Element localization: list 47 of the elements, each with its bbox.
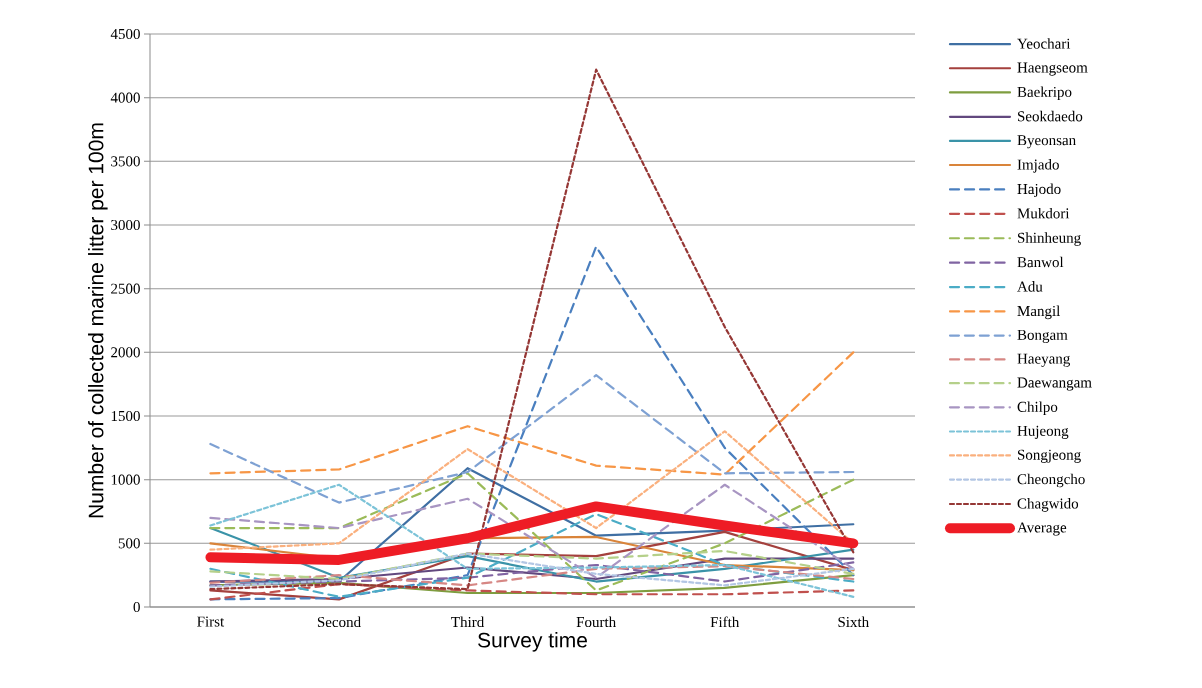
y-tick-label: 2000 xyxy=(111,347,140,358)
y-tick-label: 2500 xyxy=(111,283,140,294)
x-tick-label: Second xyxy=(317,616,361,628)
line-series xyxy=(209,351,855,476)
legend-label: Mukdori xyxy=(1017,207,1070,219)
line-series xyxy=(209,68,855,591)
x-axis-title: Survey time xyxy=(478,632,587,652)
y-tick-label: 3500 xyxy=(111,156,140,167)
line-series xyxy=(209,512,855,598)
legend-label: Banwol xyxy=(1017,256,1064,268)
legend-label: Haeyang xyxy=(1017,353,1071,367)
line-series xyxy=(209,582,855,601)
legend-label: Chilpo xyxy=(1017,401,1058,415)
legend-label: Average xyxy=(1017,522,1067,536)
y-tick-label: 1500 xyxy=(111,410,140,422)
y-axis-title: Number of collected marine litter per 100m xyxy=(88,123,108,518)
y-tick-label: 500 xyxy=(118,538,140,549)
legend-label: Mangil xyxy=(1017,305,1061,320)
y-tick-label: 3000 xyxy=(111,219,140,231)
legend-label: Daewangam xyxy=(1017,377,1092,391)
line-series xyxy=(209,526,855,583)
legend-label: Imjado xyxy=(1017,159,1059,173)
y-tick-label: 4000 xyxy=(110,92,140,103)
line-series xyxy=(209,549,855,581)
line-series xyxy=(209,483,855,579)
legend-label: Bongam xyxy=(1017,329,1068,343)
legend-label: Hujeong xyxy=(1017,425,1069,439)
legend-label: Seokdaedo xyxy=(1018,110,1083,122)
x-tick-label: Fourth xyxy=(576,616,616,628)
x-tick-label: First xyxy=(197,616,225,627)
x-tick-label: Third xyxy=(451,616,485,628)
x-tick-label: Sixth xyxy=(838,616,869,628)
legend-label: Hajodo xyxy=(1017,183,1061,198)
legend-label: Haengseom xyxy=(1017,62,1088,76)
x-tick-label: Fifth xyxy=(710,616,740,628)
legend-label: Songjeong xyxy=(1018,449,1081,463)
y-tick-label: 1000 xyxy=(111,474,140,485)
legend-label: Adu xyxy=(1017,281,1043,292)
legend-label: Cheongcho xyxy=(1017,473,1085,488)
line-series xyxy=(209,374,855,504)
legend-label: Shinheung xyxy=(1018,232,1081,246)
legend-label: Chagwido xyxy=(1017,498,1079,512)
legend-label: Yeochari xyxy=(1017,38,1071,49)
y-tick-label: 0 xyxy=(133,601,140,613)
legend-label: Byeonsan xyxy=(1017,135,1076,149)
legend-label: Baekripo xyxy=(1017,86,1072,101)
y-tick-label: 4500 xyxy=(110,28,140,40)
